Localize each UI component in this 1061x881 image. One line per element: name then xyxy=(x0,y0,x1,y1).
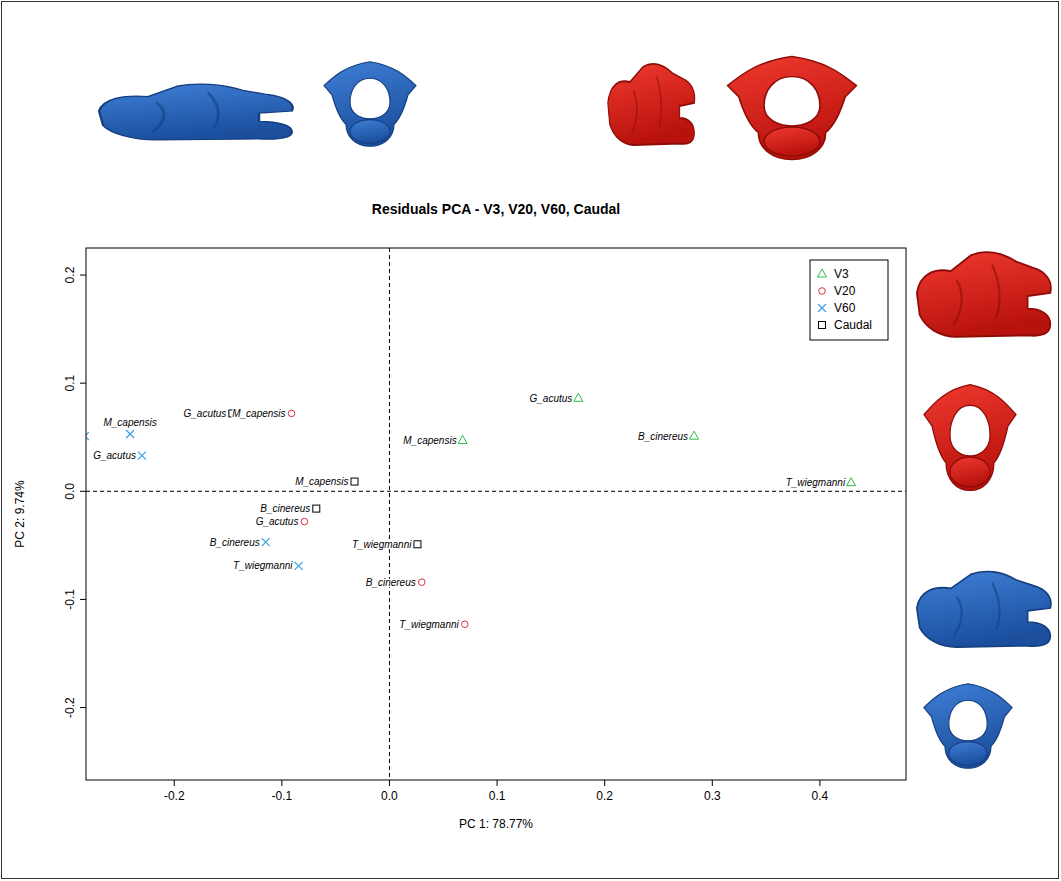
point-label: B_cinereus xyxy=(210,537,260,548)
point xyxy=(690,431,699,439)
point-label: M_capensis xyxy=(295,476,348,487)
plot-frame xyxy=(86,248,906,780)
point xyxy=(301,518,308,525)
y-tick-label: -0.1 xyxy=(63,589,77,610)
point-label: T_wiegmanni xyxy=(352,539,412,550)
y-tick xyxy=(80,275,86,276)
point xyxy=(351,478,358,485)
point xyxy=(295,562,303,570)
vertebra-anterior xyxy=(924,684,1012,769)
point xyxy=(458,435,467,443)
vertebra-anterior xyxy=(728,56,857,159)
legend-marker xyxy=(819,322,826,329)
y-tick-label: 0.1 xyxy=(63,374,77,391)
x-tick-label: 0.3 xyxy=(704,789,721,803)
reference-line xyxy=(86,491,906,492)
vertebra-centrum xyxy=(350,120,390,144)
chart: Residuals PCA - V3, V20, V60, Caudal -0.2… xyxy=(0,0,1061,881)
point-label: G_acutus xyxy=(184,408,227,419)
y-axis-title: PC 2: 9.74% xyxy=(13,480,27,548)
vertebra-shading xyxy=(152,92,218,131)
x-tick-label: 0.2 xyxy=(596,789,613,803)
point-labels: G_acutus M_capensis B_cinereus T_wiegmanni M… xyxy=(93,393,846,630)
point-label: B_cinereus xyxy=(366,577,416,588)
vertebra-shading xyxy=(954,265,1000,325)
vertebra-shape xyxy=(917,571,1051,647)
point xyxy=(414,541,421,548)
y-tick-label: 0.2 xyxy=(63,266,77,283)
x-tick-label: 0.4 xyxy=(812,789,829,803)
vertebra-centrum xyxy=(764,127,820,156)
x-tick xyxy=(174,780,175,786)
vertebra-lateral xyxy=(917,571,1051,647)
x-tick-label: -0.1 xyxy=(272,789,293,803)
vertebra-shape xyxy=(924,385,1016,491)
point-label: G_acutus xyxy=(256,516,299,527)
vertebra-shading xyxy=(632,76,662,133)
point xyxy=(313,505,320,512)
point-label: G_acutus xyxy=(93,450,136,461)
legend-marker xyxy=(819,288,826,295)
vertebra-shape xyxy=(324,62,416,147)
vertebra-shape xyxy=(99,84,292,140)
point xyxy=(126,430,134,438)
point xyxy=(461,621,468,628)
legend-box xyxy=(810,260,888,340)
vertebra-lateral xyxy=(99,84,292,140)
x-tick xyxy=(389,780,390,786)
point-label: T_wiegmanni xyxy=(399,619,459,630)
point xyxy=(574,393,583,401)
y-tick xyxy=(80,383,86,384)
point-label: B_cinereus xyxy=(638,431,688,442)
reference-line xyxy=(389,248,390,780)
x-tick xyxy=(819,780,820,786)
y-tick-label: 0.0 xyxy=(63,483,77,500)
legend-label: V60 xyxy=(834,301,856,315)
x-tick-label: 0.0 xyxy=(381,789,398,803)
point xyxy=(138,452,146,460)
vertebra-lateral xyxy=(917,252,1051,337)
point-label: B_cinereus xyxy=(260,503,310,514)
y-tick xyxy=(80,599,86,600)
point xyxy=(418,579,425,586)
vertebra-anterior xyxy=(924,385,1016,491)
point-label: M_capensis xyxy=(403,435,456,446)
vertebra-shape xyxy=(728,56,857,159)
vertebra-lateral xyxy=(608,64,695,145)
vertebra-centrum xyxy=(949,742,987,766)
x-tick xyxy=(604,780,605,786)
vertebra-shape xyxy=(608,64,695,145)
vertebra-centrum xyxy=(950,457,990,487)
vertebra-shape xyxy=(924,684,1012,769)
point-label: M_capensis xyxy=(232,408,285,419)
y-tick-label: -0.2 xyxy=(63,697,77,718)
title: Residuals PCA - V3, V20, V60, Caudal xyxy=(372,201,620,217)
x-tick xyxy=(497,780,498,786)
point xyxy=(262,538,270,546)
frame xyxy=(2,2,1059,879)
legend: V3 V20 V60 Caudal xyxy=(810,260,888,340)
y-tick xyxy=(80,707,86,708)
point-label: M_capensis xyxy=(103,417,156,428)
x-tick-label: -0.2 xyxy=(164,789,185,803)
x-tick-label: 0.1 xyxy=(489,789,506,803)
vertebra-anterior xyxy=(324,62,416,147)
point-label: T_wiegmanni xyxy=(233,560,293,571)
legend-label: Caudal xyxy=(834,318,872,332)
vertebra-shading xyxy=(954,583,1000,636)
x-tick xyxy=(281,780,282,786)
point xyxy=(288,410,295,417)
legend-marker xyxy=(818,304,826,312)
point xyxy=(847,478,856,486)
point-label: T_wiegmanni xyxy=(786,477,846,488)
vertebra-shape xyxy=(917,252,1051,337)
x-tick xyxy=(712,780,713,786)
legend-label: V3 xyxy=(834,267,849,281)
legend-label: V20 xyxy=(834,284,856,298)
y-tick xyxy=(80,491,86,492)
plot-area xyxy=(86,248,906,780)
legend-marker xyxy=(818,269,827,277)
x-axis-title: PC 1: 78.77% xyxy=(459,817,533,831)
point-label: G_acutus xyxy=(530,393,573,404)
